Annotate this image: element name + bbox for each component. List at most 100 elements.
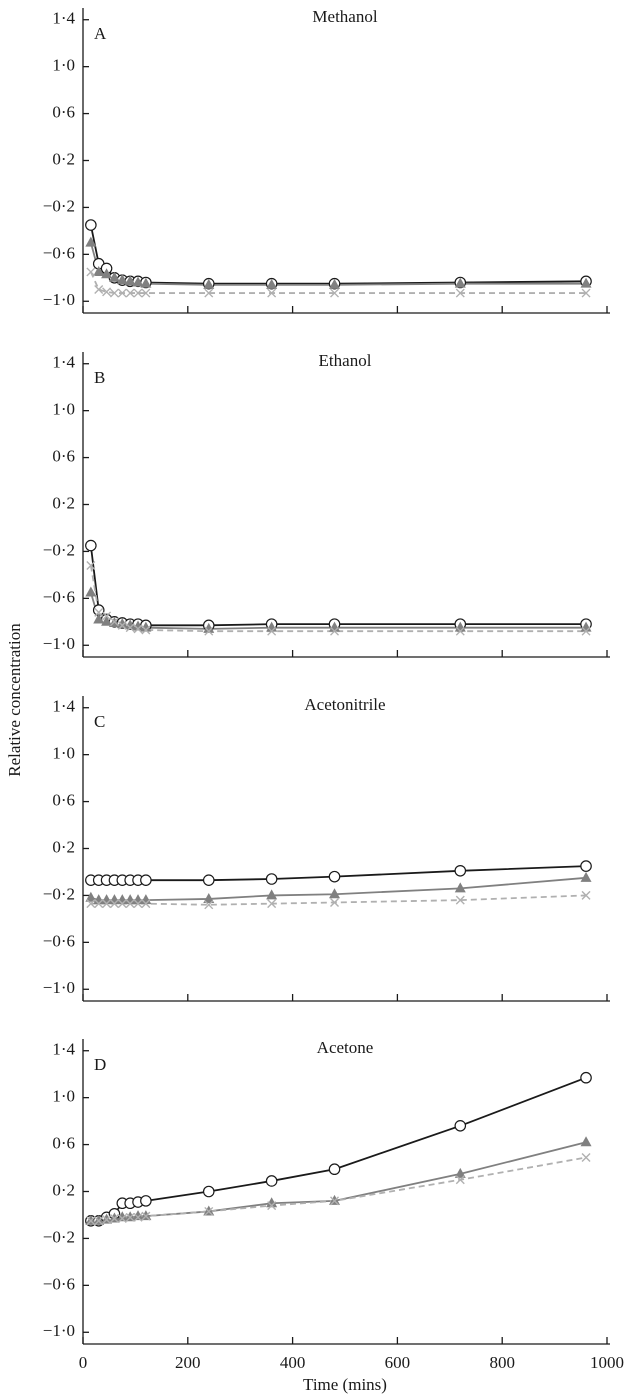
marker: [140, 277, 152, 288]
y-tick-label: 1·4: [52, 697, 75, 716]
marker: [204, 900, 214, 910]
y-tick-label: 1·0: [52, 56, 75, 75]
marker: [581, 890, 591, 900]
marker: [455, 626, 465, 636]
marker: [86, 1216, 96, 1226]
marker: [117, 620, 127, 630]
y-tick-label: 1·4: [52, 353, 75, 372]
marker: [265, 873, 278, 885]
y-tick-label: 0·6: [52, 790, 75, 809]
panel-title: Methanol: [312, 7, 377, 26]
marker: [85, 891, 97, 902]
marker: [203, 278, 215, 289]
marker: [580, 277, 592, 288]
marker: [581, 288, 591, 298]
marker: [94, 899, 104, 909]
y-tick-label: 0·2: [52, 1180, 75, 1199]
marker: [102, 611, 112, 621]
marker: [109, 288, 119, 298]
y-tick-label: 1·0: [52, 744, 75, 763]
marker: [455, 288, 465, 298]
y-tick-label: −1·0: [43, 1321, 75, 1340]
x-tick-label: 0: [79, 1353, 88, 1372]
marker: [328, 1163, 341, 1176]
marker: [93, 613, 105, 624]
marker: [101, 615, 113, 626]
y-tick-label: 0·6: [52, 1133, 75, 1152]
y-axis-label: Relative concentration: [5, 623, 24, 777]
marker: [117, 288, 127, 298]
marker: [108, 1212, 120, 1223]
y-tick-label: −0·6: [43, 587, 75, 606]
marker: [94, 285, 104, 295]
marker: [125, 1212, 135, 1222]
marker: [140, 1195, 152, 1207]
series-line: [89, 545, 587, 627]
marker: [204, 1206, 214, 1216]
panel-title: Acetone: [317, 1038, 374, 1057]
marker: [132, 276, 144, 287]
marker: [140, 874, 152, 886]
x-tick-label: 800: [489, 1353, 515, 1372]
marker: [330, 626, 340, 636]
marker: [454, 864, 467, 877]
marker: [86, 899, 96, 909]
marker: [108, 271, 120, 282]
marker: [124, 1211, 136, 1222]
marker: [102, 899, 112, 909]
y-tick-label: 1·4: [52, 1040, 75, 1059]
y-tick-label: −1·0: [43, 978, 75, 997]
marker: [140, 894, 152, 905]
marker: [102, 287, 112, 297]
y-tick-label: −0·2: [43, 540, 75, 559]
marker: [116, 274, 128, 285]
marker: [455, 895, 465, 905]
marker: [330, 1196, 340, 1206]
marker: [93, 1214, 105, 1225]
marker: [85, 539, 97, 552]
marker: [101, 1213, 113, 1224]
marker: [93, 265, 105, 276]
marker: [85, 1214, 97, 1225]
marker: [202, 1185, 215, 1198]
marker: [94, 1216, 104, 1226]
marker: [454, 277, 466, 288]
series-line: [89, 242, 587, 286]
marker: [133, 288, 143, 298]
y-tick-label: 0·2: [52, 493, 75, 512]
marker: [266, 1197, 278, 1208]
marker: [329, 1194, 341, 1205]
marker: [266, 278, 278, 289]
y-tick-label: −1·0: [43, 634, 75, 653]
marker: [455, 1175, 465, 1185]
y-tick-label: 1·4: [52, 9, 75, 28]
panel-label: A: [94, 24, 107, 43]
marker: [132, 620, 144, 631]
y-tick-label: −0·2: [43, 1227, 75, 1246]
panel-label: C: [94, 712, 105, 731]
x-axis-label: Time (mins): [303, 1375, 387, 1394]
marker: [140, 621, 152, 632]
panel-title: Acetonitrile: [304, 695, 385, 714]
series-line: [90, 1141, 587, 1222]
marker: [581, 1152, 591, 1162]
marker: [109, 899, 119, 909]
y-tick-label: −0·6: [43, 1274, 75, 1293]
marker: [580, 871, 592, 882]
marker: [116, 618, 128, 629]
marker: [266, 889, 278, 900]
panel-label: B: [94, 368, 105, 387]
y-tick-label: −0·6: [43, 931, 75, 950]
marker: [265, 1175, 278, 1187]
y-tick-label: 0·6: [52, 102, 75, 121]
y-tick-label: 1·0: [52, 400, 75, 419]
marker: [580, 1071, 592, 1084]
panel-title: Ethanol: [319, 351, 372, 370]
marker: [141, 1211, 151, 1221]
marker: [203, 1205, 215, 1216]
marker: [267, 1201, 277, 1211]
marker: [132, 1210, 144, 1221]
x-tick-label: 1000: [590, 1353, 624, 1372]
y-tick-label: 1·0: [52, 1087, 75, 1106]
y-tick-label: −0·2: [43, 196, 75, 215]
